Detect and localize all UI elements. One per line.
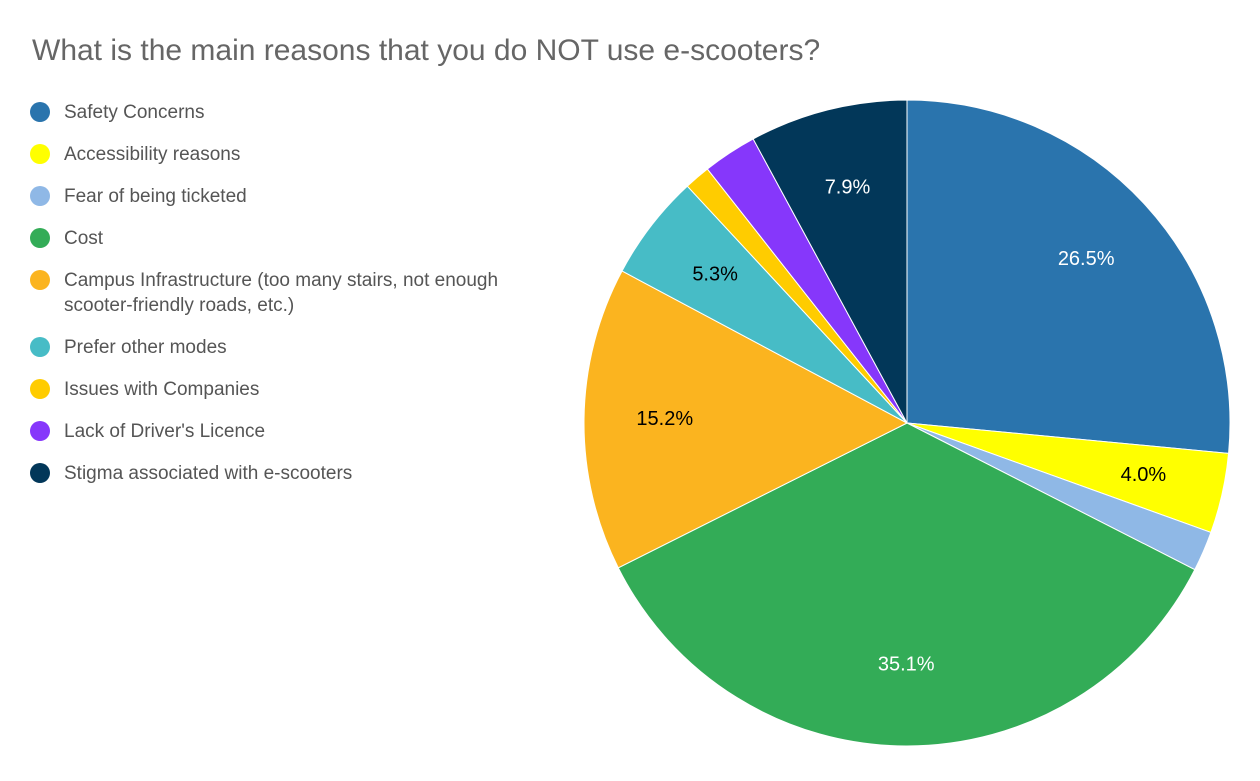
legend-item: Fear of being ticketed [30, 184, 530, 209]
legend-label: Accessibility reasons [64, 144, 241, 165]
legend-label: Lack of Driver's Licence [64, 421, 266, 442]
legend-item: Cost [30, 226, 530, 251]
legend-swatch [30, 144, 50, 164]
legend-item: Campus Infrastructure (too many stairs, … [30, 268, 530, 318]
legend-swatch [30, 337, 50, 357]
legend-item: Issues with Companies [30, 377, 530, 402]
chart-title: What is the main reasons that you do NOT… [32, 34, 821, 67]
data-label: 15.2% [636, 408, 693, 430]
pie-slice [583, 270, 909, 569]
pie-slice [752, 99, 908, 424]
legend-swatch [30, 421, 50, 441]
legend-label: Stigma associated with e-scooters [64, 463, 353, 484]
legend-label: Campus Infrastructure (too many stairs, … [64, 270, 499, 316]
data-label: 26.5% [1058, 248, 1115, 270]
legend-item: Lack of Driver's Licence [30, 419, 530, 444]
legend-item: Stigma associated with e-scooters [30, 461, 530, 486]
legend-swatch [30, 270, 50, 290]
legend-label: Issues with Companies [64, 379, 260, 400]
legend-swatch [30, 102, 50, 122]
legend-label: Prefer other modes [64, 337, 227, 358]
legend: Safety Concerns Accessibility reasons Fear… [30, 100, 530, 503]
legend-item: Safety Concerns [30, 100, 530, 125]
pie-slice [906, 99, 1231, 454]
legend-swatch [30, 186, 50, 206]
legend-item: Prefer other modes [30, 335, 530, 360]
legend-swatch [30, 228, 50, 248]
legend-swatch [30, 379, 50, 399]
data-label: 5.3% [692, 263, 738, 285]
legend-label: Cost [64, 228, 104, 249]
data-label: 4.0% [1121, 464, 1167, 486]
legend-label: Safety Concerns [64, 102, 205, 123]
legend-item: Accessibility reasons [30, 142, 530, 167]
data-label: 35.1% [878, 654, 935, 676]
pie-slice [617, 422, 1196, 747]
legend-swatch [30, 463, 50, 483]
data-label: 7.9% [825, 176, 871, 198]
legend-label: Fear of being ticketed [64, 186, 247, 207]
